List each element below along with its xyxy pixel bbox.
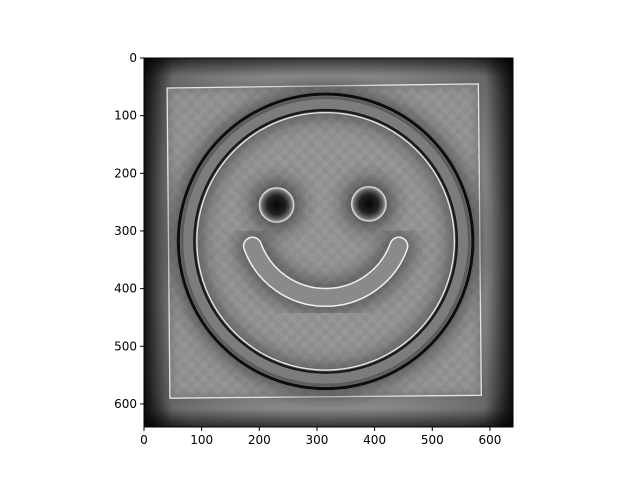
y-tick-label-200: 200	[114, 166, 137, 180]
x-axis: 0 100 200 300 400 500 600	[140, 427, 501, 447]
ring-outer-edge	[176, 92, 475, 391]
top-edge-shade	[144, 58, 513, 76]
x-tick-label-100: 100	[190, 433, 213, 447]
ring-outer-inner-edge	[180, 96, 471, 387]
axes-frame	[143, 57, 514, 428]
y-axis: 0 100 200 300 400 500 600	[114, 51, 144, 411]
eye-edge-2	[350, 185, 387, 222]
y-tick-label-300: 300	[114, 224, 137, 238]
image-area	[144, 58, 513, 427]
x-tick-label-600: 600	[478, 433, 501, 447]
x-tick-label-0: 0	[140, 433, 148, 447]
y-tick-label-400: 400	[114, 282, 137, 296]
eye-1	[259, 187, 294, 223]
x-tick-label-500: 500	[421, 433, 444, 447]
x-tick-label-400: 400	[363, 433, 386, 447]
ring-inner-dark-edge	[193, 108, 459, 374]
y-tick-label-0: 0	[129, 51, 137, 65]
x-tick-label-200: 200	[248, 433, 271, 447]
y-tick-label-500: 500	[114, 339, 137, 353]
eye-2	[351, 186, 387, 222]
ring-inner-highlight	[196, 111, 455, 371]
right-edge-shade	[485, 58, 513, 427]
bottom-edge-shade	[144, 409, 513, 427]
mouth	[244, 237, 407, 306]
tilted-square-edge	[166, 83, 482, 399]
y-tick-label-100: 100	[114, 109, 137, 123]
y-tick-label-600: 600	[114, 397, 137, 411]
eye-edge-1	[258, 187, 295, 223]
ring-band	[176, 92, 475, 391]
x-tick-label-300: 300	[306, 433, 329, 447]
tilted-square	[167, 83, 482, 399]
